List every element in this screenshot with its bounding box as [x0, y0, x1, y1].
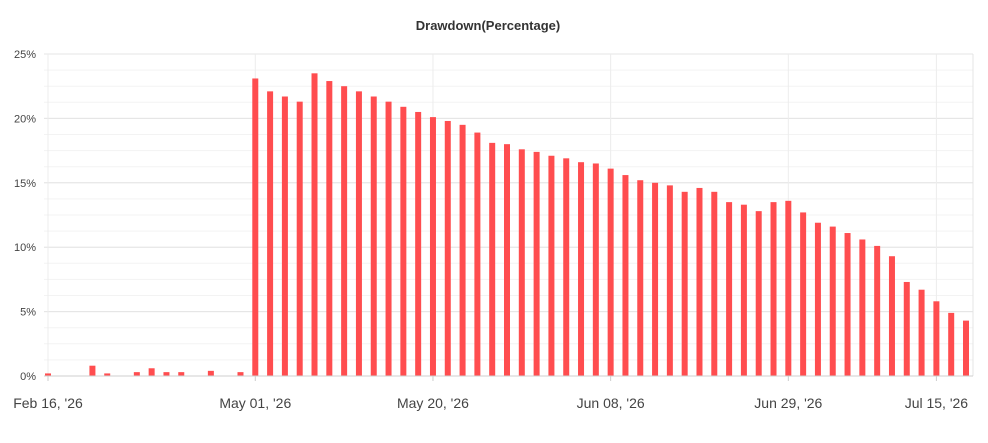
drawdown-bar[interactable] — [726, 202, 733, 376]
drawdown-bar[interactable] — [370, 96, 377, 376]
drawdown-bar[interactable] — [933, 301, 940, 376]
x-tick-label: Jun 29, '26 — [754, 395, 822, 411]
drawdown-bar[interactable] — [740, 204, 747, 376]
drawdown-bar[interactable] — [252, 78, 259, 377]
drawdown-bar[interactable] — [518, 149, 525, 376]
drawdown-bar[interactable] — [888, 256, 895, 376]
drawdown-bar[interactable] — [607, 168, 614, 376]
x-axis: Feb 16, '26 May 01, '26 May 20, '26 Jun 08,… — [13, 375, 973, 411]
drawdown-bar[interactable] — [948, 312, 955, 376]
drawdown-bar[interactable] — [592, 163, 599, 376]
drawdown-bar[interactable] — [859, 239, 866, 376]
drawdown-bar[interactable] — [489, 142, 496, 376]
drawdown-bar[interactable] — [45, 373, 51, 376]
drawdown-bar[interactable] — [770, 202, 777, 376]
drawdown-bar[interactable] — [903, 281, 910, 376]
drawdown-bar[interactable] — [755, 211, 762, 376]
drawdown-bar[interactable] — [474, 132, 481, 376]
drawdown-bar[interactable] — [341, 86, 348, 376]
y-tick-label: 0% — [20, 371, 36, 383]
drawdown-bar[interactable] — [563, 158, 570, 376]
drawdown-bar[interactable] — [622, 175, 629, 376]
x-tick-label: Feb 16, '26 — [13, 395, 83, 411]
drawdown-bar[interactable] — [326, 81, 333, 376]
drawdown-bar[interactable] — [415, 111, 422, 377]
drawdown-bar[interactable] — [829, 226, 836, 376]
drawdown-bar[interactable] — [444, 120, 451, 376]
y-tick-label: 15% — [14, 178, 36, 190]
drawdown-bar[interactable] — [133, 372, 140, 376]
drawdown-bar[interactable] — [296, 101, 303, 376]
drawdown-bar[interactable] — [148, 368, 155, 376]
drawdown-bar[interactable] — [844, 233, 851, 376]
drawdown-bar[interactable] — [963, 320, 969, 376]
y-tick-label: 5% — [20, 307, 36, 319]
drawdown-bar[interactable] — [237, 372, 244, 376]
chart-title: Drawdown(Percentage) — [416, 18, 560, 33]
drawdown-bar[interactable] — [800, 212, 807, 376]
y-axis: 0% 5% 10% 15% 20% 25% — [14, 49, 36, 383]
drawdown-bar[interactable] — [311, 73, 318, 376]
drawdown-bar[interactable] — [163, 372, 170, 376]
drawdown-bar[interactable] — [355, 91, 362, 377]
drawdown-bar[interactable] — [89, 365, 96, 376]
x-tick-label: Jul 15, '26 — [905, 395, 969, 411]
x-tick-label: May 01, '26 — [219, 395, 291, 411]
drawdown-bar[interactable] — [459, 124, 466, 376]
drawdown-bar[interactable] — [785, 200, 792, 376]
drawdown-bar[interactable] — [652, 182, 659, 376]
drawdown-bar[interactable] — [533, 151, 540, 376]
drawdown-bar[interactable] — [281, 96, 288, 376]
drawdown-bar[interactable] — [207, 370, 214, 376]
drawdown-bar[interactable] — [178, 372, 185, 376]
drawdown-bar[interactable] — [711, 191, 718, 376]
drawdown-bar[interactable] — [385, 101, 392, 376]
drawdown-bar[interactable] — [696, 187, 703, 376]
drawdown-bar[interactable] — [578, 162, 585, 376]
drawdown-bar[interactable] — [267, 91, 274, 377]
drawdown-bar[interactable] — [874, 245, 881, 376]
drawdown-bar[interactable] — [637, 180, 644, 376]
y-tick-label: 20% — [14, 113, 36, 125]
drawdown-bar[interactable] — [104, 373, 111, 376]
bar-layer — [45, 73, 969, 377]
drawdown-bar[interactable] — [400, 106, 407, 377]
drawdown-bar[interactable] — [918, 289, 925, 376]
y-tick-label: 25% — [14, 49, 36, 61]
x-tick-label: Jun 08, '26 — [577, 395, 645, 411]
x-tick-label: May 20, '26 — [397, 395, 469, 411]
drawdown-bar[interactable] — [681, 191, 688, 376]
drawdown-bar[interactable] — [504, 144, 510, 376]
drawdown-bar[interactable] — [548, 155, 555, 376]
drawdown-bar[interactable] — [429, 117, 436, 376]
y-tick-label: 10% — [14, 242, 36, 254]
drawdown-bar[interactable] — [814, 222, 821, 376]
drawdown-bar[interactable] — [666, 185, 673, 376]
